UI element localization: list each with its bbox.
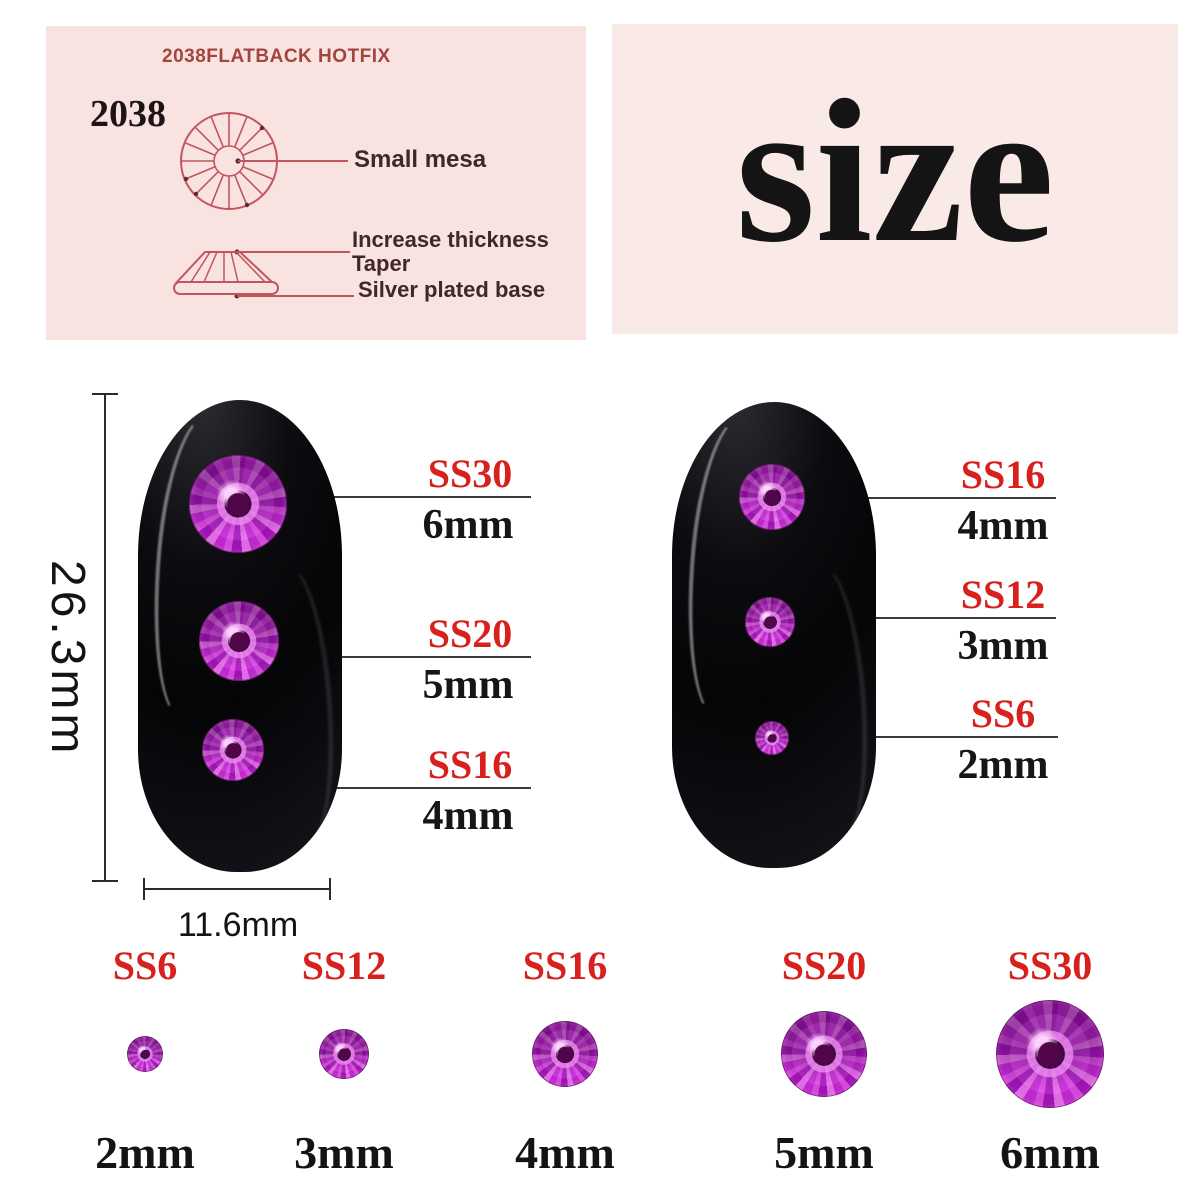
callout-size-3mm: 3mm	[957, 623, 1049, 669]
callout-code-ss30: SS30	[427, 451, 513, 496]
side-view-diagram	[173, 251, 279, 295]
top-view-facet-spokes	[182, 114, 276, 208]
length-dim-top-cap	[92, 393, 118, 395]
rhinestone-gem-ss20	[781, 1011, 867, 1097]
length-dim-bottom-cap	[92, 880, 118, 882]
callout-size-4mm: 4mm	[957, 503, 1049, 549]
model-number: 2038	[90, 93, 166, 135]
callout-size-6mm: 6mm	[422, 502, 514, 548]
width-dim-left-tick	[143, 878, 145, 900]
size-mm-label: 5mm	[774, 1127, 874, 1178]
size-panel-title: size	[735, 57, 1055, 285]
rhinestone-gem-ss6	[127, 1036, 163, 1072]
rhinestone-gem-ss30	[996, 1000, 1104, 1108]
size-mm-label: 4mm	[515, 1127, 615, 1178]
callout-code-ss20: SS20	[427, 611, 513, 656]
callout-line-ss16-left	[318, 787, 531, 789]
nail-length-label: 26.3mm	[41, 560, 94, 758]
size-row-item-ss6: SS6 2mm	[60, 940, 230, 1188]
callout-size-4mm: 4mm	[422, 793, 514, 839]
nail-width-label: 11.6mm	[177, 906, 299, 944]
nail-right	[672, 402, 876, 868]
spec-panel: 2038FLATBACK HOTFIX 2038 Small mesa Incr…	[46, 26, 586, 340]
rhinestone-gem-ss16	[739, 464, 805, 530]
size-row-item-ss12: SS12 3mm	[259, 940, 429, 1188]
rhinestone-gem-ss12	[319, 1029, 369, 1079]
rhinestone-structure-diagram	[173, 112, 354, 299]
callout-line-ss12	[866, 617, 1056, 619]
width-dimension-line	[143, 888, 331, 890]
callout-size-2mm: 2mm	[957, 742, 1049, 788]
callout-line-ss30	[323, 496, 531, 498]
callout-line-ss16-right	[866, 497, 1056, 499]
size-row-item-ss20: SS20 5mm	[739, 940, 909, 1188]
small-mesa-label: Small mesa	[354, 146, 487, 173]
spec-panel-title: 2038FLATBACK HOTFIX	[162, 46, 391, 67]
callout-size-5mm: 5mm	[422, 662, 514, 708]
size-mm-label: 6mm	[1000, 1127, 1100, 1178]
side-view-facets	[190, 251, 266, 283]
leader-lines	[237, 160, 354, 297]
increase-thickness-label: Increase thickness	[352, 227, 549, 252]
size-code-label: SS30	[1007, 943, 1093, 988]
callout-code-ss6: SS6	[970, 691, 1036, 736]
callout-code-ss16: SS16	[960, 452, 1046, 497]
size-row-item-ss16: SS16 4mm	[480, 940, 650, 1188]
width-dim-right-tick	[329, 878, 331, 900]
size-code-label: SS6	[112, 943, 178, 988]
callout-line-ss20	[320, 656, 531, 658]
rhinestone-gem-ss12	[745, 597, 795, 647]
size-code-label: SS12	[301, 943, 387, 988]
length-dimension-line	[104, 394, 106, 882]
callout-line-ss6	[844, 736, 1058, 738]
rhinestone-gem-ss16	[532, 1021, 598, 1087]
rhinestone-gem-ss30	[189, 455, 287, 553]
size-mm-label: 2mm	[95, 1127, 195, 1178]
taper-label: Taper	[352, 251, 411, 276]
size-panel: size	[612, 24, 1178, 334]
callout-code-ss12: SS12	[960, 572, 1046, 617]
silver-plated-base-label: Silver plated base	[358, 277, 546, 302]
size-code-label: SS20	[781, 943, 867, 988]
callout-code-ss16: SS16	[427, 742, 513, 787]
rhinestone-gem-ss16	[202, 719, 264, 781]
rhinestone-gem-ss6	[755, 721, 789, 755]
nail-left	[138, 400, 342, 872]
size-code-label: SS16	[522, 943, 608, 988]
size-row-item-ss30: SS30 6mm	[965, 940, 1135, 1188]
rhinestone-gem-ss20	[199, 601, 279, 681]
size-mm-label: 3mm	[294, 1127, 394, 1178]
